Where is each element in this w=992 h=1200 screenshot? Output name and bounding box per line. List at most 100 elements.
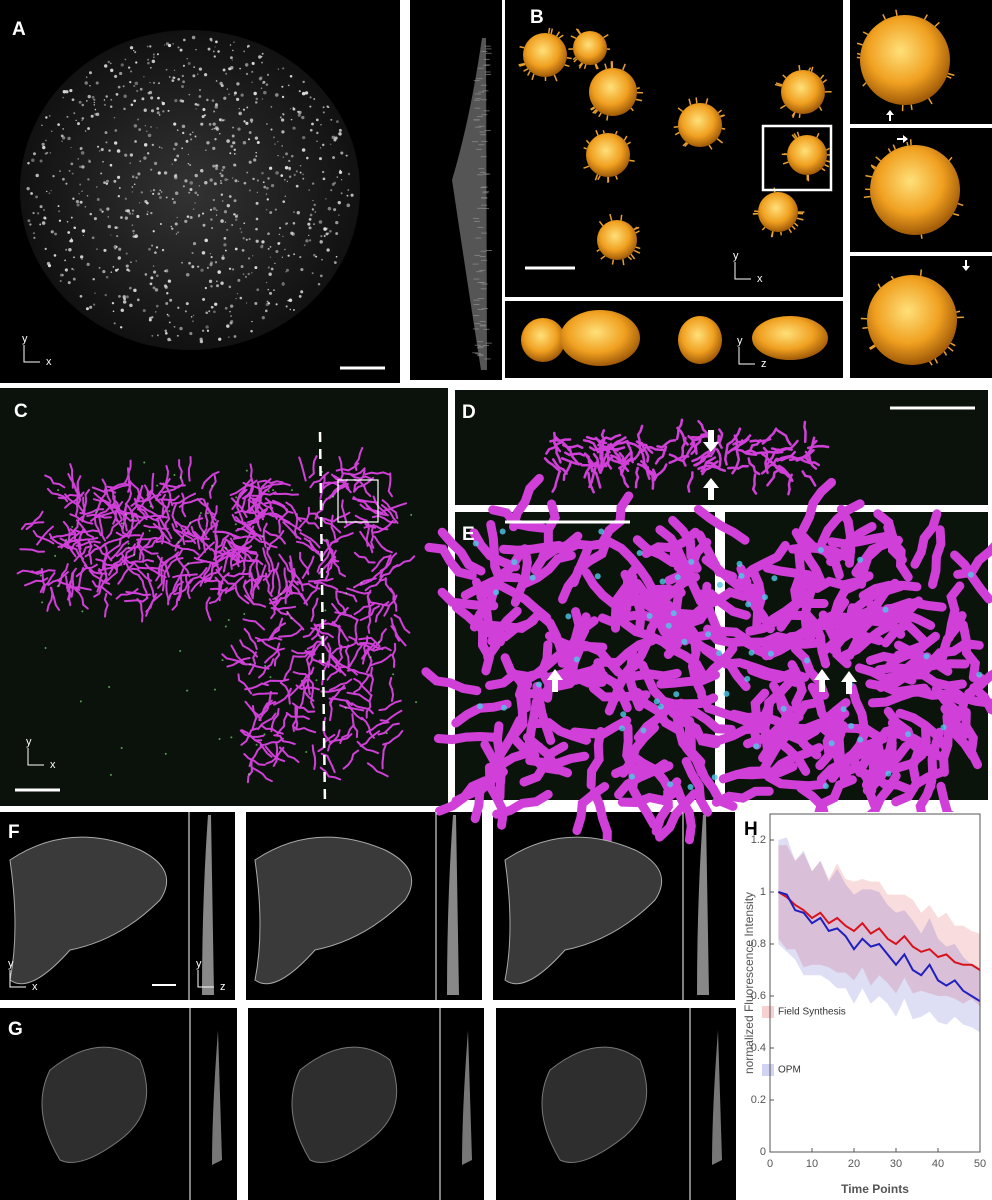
mito: [273, 642, 281, 667]
speckle: [228, 93, 230, 95]
speckle: [477, 354, 484, 356]
speckle: [236, 82, 240, 86]
speckle: [255, 155, 258, 158]
speckle: [157, 171, 161, 175]
speckle: [473, 220, 480, 222]
mito: [221, 548, 242, 564]
speckle: [275, 303, 278, 306]
speckle: [185, 302, 189, 306]
spot: [620, 711, 627, 718]
speckle: [479, 256, 486, 258]
decoration: [9, 9, 992, 1165]
speckle: [473, 80, 480, 82]
speckle: [247, 272, 250, 276]
speckle: [211, 227, 214, 229]
speckle: [478, 91, 485, 93]
mito: [342, 467, 366, 476]
speckle: [222, 68, 226, 72]
spot: [203, 531, 206, 534]
spot: [594, 573, 601, 580]
mito: [690, 435, 703, 455]
speckle: [234, 179, 238, 183]
speckle: [125, 295, 129, 299]
mito: [325, 549, 337, 573]
y-tick-label: 0.8: [751, 938, 766, 950]
spot: [120, 746, 123, 749]
mito: [656, 439, 677, 449]
speckle: [212, 122, 216, 126]
speckle: [313, 223, 315, 226]
mito: [25, 510, 44, 530]
speckle: [475, 237, 482, 239]
speckle: [477, 67, 484, 69]
speckle: [222, 119, 225, 122]
mito: [549, 438, 572, 443]
speckle: [269, 291, 273, 295]
mito: [75, 563, 98, 578]
spot: [360, 581, 363, 584]
speckle: [326, 248, 330, 252]
mito: [180, 526, 203, 541]
speckle: [189, 215, 193, 219]
speckle: [165, 332, 168, 335]
spot: [227, 618, 230, 621]
speckle: [265, 208, 268, 211]
speckle: [187, 162, 190, 165]
speckle: [288, 159, 291, 162]
speckle: [186, 57, 189, 60]
mito: [388, 676, 395, 702]
speckle: [275, 93, 279, 97]
mito: [143, 524, 169, 530]
speckle: [322, 177, 326, 181]
speckle: [481, 114, 488, 116]
speckle: [163, 171, 168, 175]
mito: [604, 453, 625, 466]
speckle: [172, 43, 174, 45]
mito: [775, 455, 798, 462]
mito: [488, 505, 548, 533]
speckle: [265, 303, 269, 307]
mito: [161, 484, 186, 494]
speckle: [262, 181, 265, 184]
speckle: [189, 331, 193, 336]
speckle: [202, 223, 206, 227]
speckle: [155, 274, 159, 278]
speckle: [278, 226, 282, 230]
mito: [244, 594, 267, 608]
spike: [862, 31, 869, 36]
speckle: [152, 53, 155, 56]
speckle: [29, 223, 32, 226]
mito: [137, 493, 162, 503]
spike: [622, 63, 626, 71]
speckle: [105, 182, 109, 185]
mito: [115, 531, 141, 538]
speckle: [477, 226, 484, 228]
speckle: [308, 218, 312, 221]
speckle: [472, 263, 479, 265]
speckle: [263, 185, 267, 189]
mito: [813, 775, 857, 822]
mito: [241, 551, 264, 566]
spot: [392, 673, 395, 676]
speckle: [103, 181, 106, 185]
spot: [264, 665, 267, 668]
speckle: [245, 121, 249, 125]
speckle: [152, 230, 155, 233]
speckle: [107, 216, 110, 218]
speckle: [320, 235, 323, 238]
mito: [229, 482, 253, 496]
mito: [298, 456, 307, 482]
speckle: [105, 141, 108, 144]
speckle: [79, 255, 84, 259]
legend-swatch: [762, 1006, 774, 1018]
spot: [705, 631, 712, 638]
spike: [600, 255, 606, 260]
mito: [296, 580, 321, 590]
speckle: [107, 224, 112, 229]
spot: [274, 597, 277, 600]
series-line: [778, 891, 981, 1003]
speckle: [256, 191, 259, 194]
spot: [267, 490, 270, 493]
speckle: [134, 234, 139, 238]
